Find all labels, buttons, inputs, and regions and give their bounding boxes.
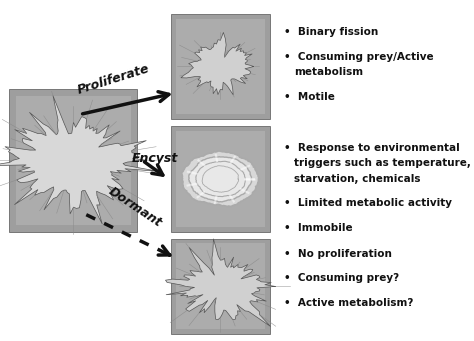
Bar	[175, 131, 265, 226]
FancyArrowPatch shape	[145, 162, 163, 175]
FancyArrowPatch shape	[158, 246, 170, 255]
Text: •  Motile: • Motile	[284, 92, 335, 102]
Text: Encyst: Encyst	[132, 151, 178, 165]
Text: •  Binary fission: • Binary fission	[284, 27, 379, 37]
Text: •  Limited metabolic activity: • Limited metabolic activity	[284, 198, 452, 208]
Polygon shape	[182, 151, 259, 207]
Bar	[175, 243, 265, 329]
Text: Dormant: Dormant	[107, 184, 164, 229]
Text: •  Immobile: • Immobile	[284, 223, 353, 233]
FancyArrowPatch shape	[82, 92, 169, 114]
Bar	[16, 96, 131, 225]
Text: triggers such as temperature,: triggers such as temperature,	[294, 159, 471, 168]
Polygon shape	[165, 239, 275, 326]
Polygon shape	[189, 157, 252, 202]
Text: Proliferate: Proliferate	[76, 62, 151, 97]
Bar	[171, 239, 270, 334]
Polygon shape	[181, 32, 254, 95]
Text: •  Consuming prey/Active: • Consuming prey/Active	[284, 52, 434, 62]
Bar	[9, 89, 137, 232]
Text: metabolism: metabolism	[294, 67, 363, 77]
Bar	[171, 14, 270, 119]
Polygon shape	[196, 161, 245, 197]
Text: •  No proliferation: • No proliferation	[284, 249, 392, 259]
Text: •  Consuming prey?: • Consuming prey?	[284, 273, 400, 283]
Polygon shape	[202, 166, 238, 192]
Polygon shape	[0, 96, 158, 224]
Text: •  Response to environmental: • Response to environmental	[284, 143, 460, 153]
Bar	[171, 126, 270, 232]
Bar	[175, 19, 265, 114]
Text: •  Active metabolism?: • Active metabolism?	[284, 298, 414, 308]
Text: starvation, chemicals: starvation, chemicals	[294, 174, 420, 184]
